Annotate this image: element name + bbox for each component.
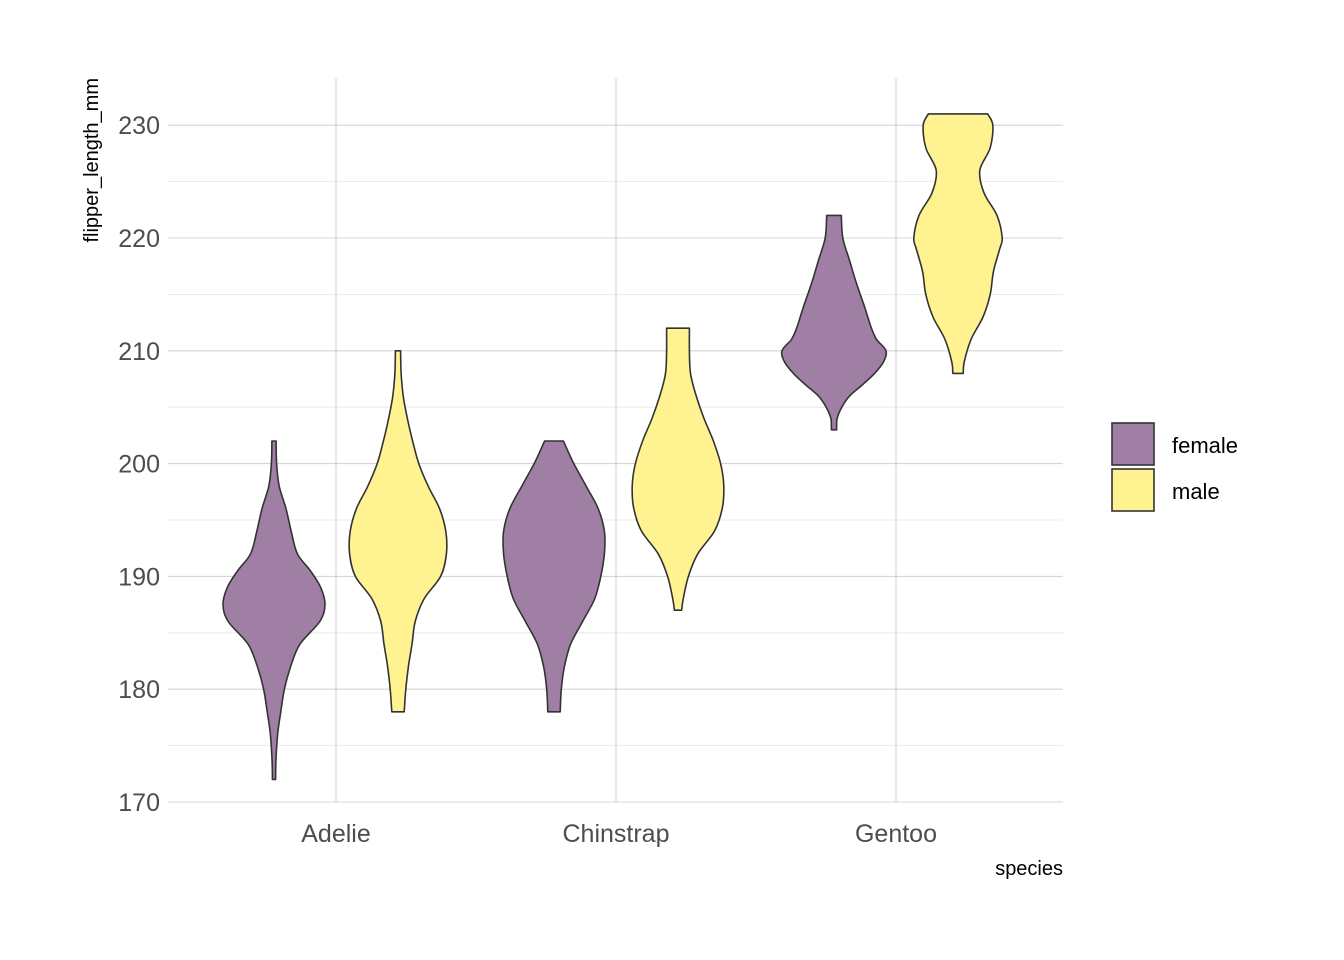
y-tick-labels: 170 180 190 200 210 220 230	[118, 112, 160, 817]
y-tick-label: 190	[118, 563, 160, 591]
y-tick-label: 170	[118, 789, 160, 817]
violin-female-gentoo	[780, 214, 888, 431]
violin-male-gentoo	[912, 113, 1004, 375]
legend-key-male	[1111, 468, 1155, 512]
y-tick-label: 200	[118, 451, 160, 479]
x-tick-label: Adelie	[301, 820, 371, 848]
y-tick-label: 220	[118, 225, 160, 253]
violin-female-chinstrap	[502, 440, 606, 713]
x-axis-title: species	[995, 858, 1063, 880]
y-tick-label: 210	[118, 338, 160, 366]
violin-male-adelie	[348, 350, 448, 713]
legend: female male	[1111, 422, 1238, 512]
x-tick-labels: Adelie Chinstrap Gentoo	[301, 820, 937, 848]
violin-female-adelie	[222, 440, 326, 781]
y-tick-label: 230	[118, 112, 160, 140]
legend-label-female: female	[1172, 433, 1238, 458]
x-tick-label: Chinstrap	[563, 820, 670, 848]
x-tick-label: Gentoo	[855, 820, 937, 848]
y-tick-label: 180	[118, 676, 160, 704]
legend-label-male: male	[1172, 479, 1220, 504]
grid-lines	[168, 78, 1063, 803]
y-axis-title: flipper_length_mm	[81, 78, 103, 243]
legend-key-female	[1111, 422, 1155, 466]
violins	[222, 113, 1004, 781]
violin-male-chinstrap	[631, 327, 725, 611]
